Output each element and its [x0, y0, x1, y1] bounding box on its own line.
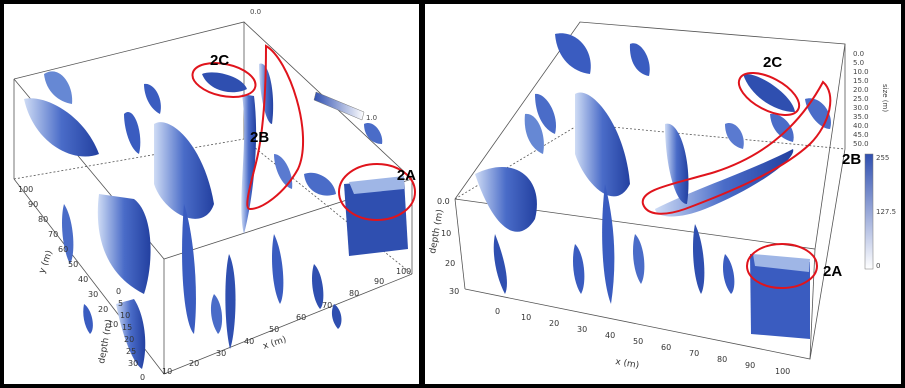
x-tick: 30 [216, 349, 226, 358]
size-tick: 15.0 [853, 77, 869, 85]
colorbar-tick: 255 [876, 154, 889, 162]
x-tick: 40 [244, 337, 254, 346]
x-tick: 100 [775, 367, 790, 376]
size-tick: 40.0 [853, 122, 869, 130]
x-tick: 90 [374, 277, 384, 286]
z-tick: 25 [126, 347, 136, 356]
y-tick: 60 [58, 245, 68, 254]
x-tick: 80 [349, 289, 359, 298]
x-axis-label: x (m) [614, 357, 639, 371]
region-2a-label: 2A [397, 167, 416, 184]
size-tick: 10.0 [853, 68, 869, 76]
z-tick: 10 [120, 311, 130, 320]
z-tick: 0 [116, 287, 121, 296]
size-axis-label: size (m) [881, 84, 889, 112]
x-tick: 70 [689, 349, 699, 358]
y-axis-label: y (m) [37, 249, 55, 275]
y-tick: 10 [108, 320, 118, 329]
x-tick: 60 [296, 313, 306, 322]
region-2a-label: 2A [823, 263, 842, 280]
colorbar: 255 127.5 0 [864, 153, 896, 270]
x-tick: 100 [396, 267, 411, 276]
region-2c-outline [191, 61, 257, 99]
x-tick: 20 [549, 319, 559, 328]
z-tick: 20 [445, 259, 455, 268]
blob-cloud [24, 63, 408, 369]
z-tick: 15 [122, 323, 132, 332]
size-tick: 0.0 [853, 50, 864, 58]
x-axis-label: x (m) [262, 335, 288, 352]
colorbar-tick: 0.0 [250, 8, 261, 16]
x-tick: 50 [269, 325, 279, 334]
region-2c-label: 2C [210, 52, 229, 69]
x-tick: 10 [521, 313, 531, 322]
y-tick: 40 [78, 275, 88, 284]
y-tick: 100 [18, 185, 33, 194]
region-outlines [191, 44, 416, 221]
x-tick: 0 [495, 307, 500, 316]
right-3d-plot: 255 127.5 0 0.0 5.0 10.0 15.0 20.0 25.0 … [428, 21, 896, 376]
z-tick: 30 [128, 359, 138, 368]
x-tick: 60 [661, 343, 671, 352]
x-tick: 20 [189, 359, 199, 368]
size-tick: 35.0 [853, 113, 869, 121]
region-2a-outline [746, 243, 818, 289]
region-2a-outline [338, 163, 416, 221]
x-tick: 0 [140, 373, 145, 382]
z-axis-label: depth (m) [97, 319, 115, 365]
blob-cloud [475, 33, 831, 339]
size-tick: 20.0 [853, 86, 869, 94]
y-tick: 20 [98, 305, 108, 314]
size-tick: 50.0 [853, 140, 869, 148]
size-tick: 25.0 [853, 95, 869, 103]
z-tick: 30 [449, 287, 459, 296]
region-2c-label: 2C [763, 54, 782, 71]
x-tick: 10 [162, 367, 172, 376]
colorbar-tick: 0 [876, 262, 880, 270]
region-2b-label: 2B [250, 129, 269, 146]
right-3d-view: 255 127.5 0 0.0 5.0 10.0 15.0 20.0 25.0 … [425, 4, 901, 384]
y-tick: 70 [48, 230, 58, 239]
y-tick: 90 [28, 200, 38, 209]
y-tick: 30 [88, 290, 98, 299]
size-tick: 30.0 [853, 104, 869, 112]
y-tick: 80 [38, 215, 48, 224]
colorbar: 0.0 1.0 [250, 8, 377, 122]
left-3d-view: 0.0 1.0 2C 2B 2A 0 10 20 30 40 50 60 70 … [4, 4, 419, 384]
x-tick: 80 [717, 355, 727, 364]
x-tick: 90 [745, 361, 755, 370]
z-tick: 0.0 [437, 197, 450, 206]
y-tick: 50 [68, 260, 78, 269]
x-tick: 70 [322, 301, 332, 310]
region-2c-outline [737, 72, 801, 116]
x-tick: 40 [605, 331, 615, 340]
size-tick: 5.0 [853, 59, 864, 67]
region-2b-outline [641, 80, 832, 215]
left-3d-plot: 0.0 1.0 2C 2B 2A 0 10 20 30 40 50 60 70 … [13, 8, 416, 382]
region-2b-label: 2B [842, 151, 861, 168]
x-tick: 50 [633, 337, 643, 346]
colorbar-tick: 1.0 [366, 114, 377, 122]
z-tick: 5 [118, 299, 123, 308]
z-tick: 10 [441, 229, 451, 238]
region-2b-outline [246, 44, 304, 211]
colorbar-tick: 127.5 [876, 208, 896, 216]
size-axis-ticks: 0.0 5.0 10.0 15.0 20.0 25.0 30.0 35.0 40… [853, 50, 889, 148]
z-axis-ticks: 0.0 10 20 30 depth (m) [428, 197, 459, 296]
region-outlines [641, 72, 832, 289]
x-tick: 30 [577, 325, 587, 334]
x-axis-ticks: 0 10 20 30 40 50 60 70 80 90 100 x (m) [495, 307, 790, 376]
size-tick: 45.0 [853, 131, 869, 139]
z-tick: 20 [124, 335, 134, 344]
